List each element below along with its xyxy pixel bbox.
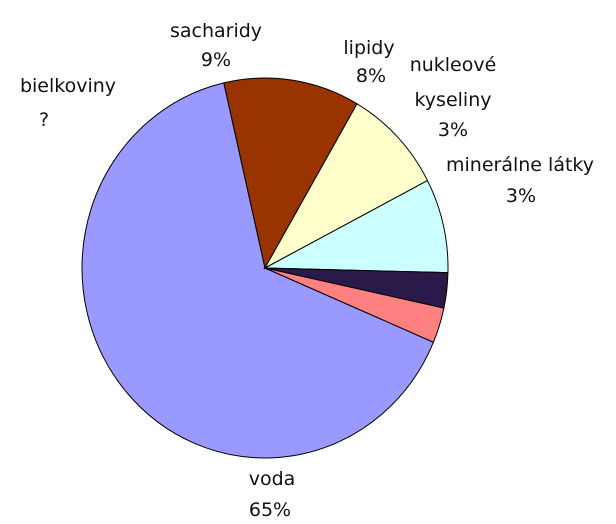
slice-value: 3% <box>438 119 468 141</box>
slice-value: 65% <box>249 499 291 521</box>
slice-value: 9% <box>201 49 231 71</box>
slice-value: 8% <box>356 65 386 87</box>
slice-label: nukleové <box>410 54 497 76</box>
label-sacharidy: sacharidy 9% <box>170 20 262 71</box>
slice-label: bielkoviny <box>20 75 116 97</box>
label-nukleove-kyseliny: nukleové kyseliny 3% <box>410 54 497 141</box>
label-lipidy: lipidy 8% <box>343 37 394 87</box>
slice-label: sacharidy <box>170 20 262 42</box>
slice-label: minerálne látky <box>446 154 594 176</box>
slice-label: lipidy <box>343 37 394 59</box>
slice-value: 3% <box>506 185 536 207</box>
label-mineralne-latky: minerálne látky 3% <box>446 154 594 207</box>
slice-label: voda <box>249 468 296 490</box>
label-bielkoviny: bielkoviny ? <box>20 75 116 131</box>
slice-value: ? <box>39 109 49 131</box>
label-voda: voda 65% <box>249 468 296 521</box>
pie-slices <box>82 78 448 458</box>
slice-label: kyseliny <box>414 89 491 111</box>
